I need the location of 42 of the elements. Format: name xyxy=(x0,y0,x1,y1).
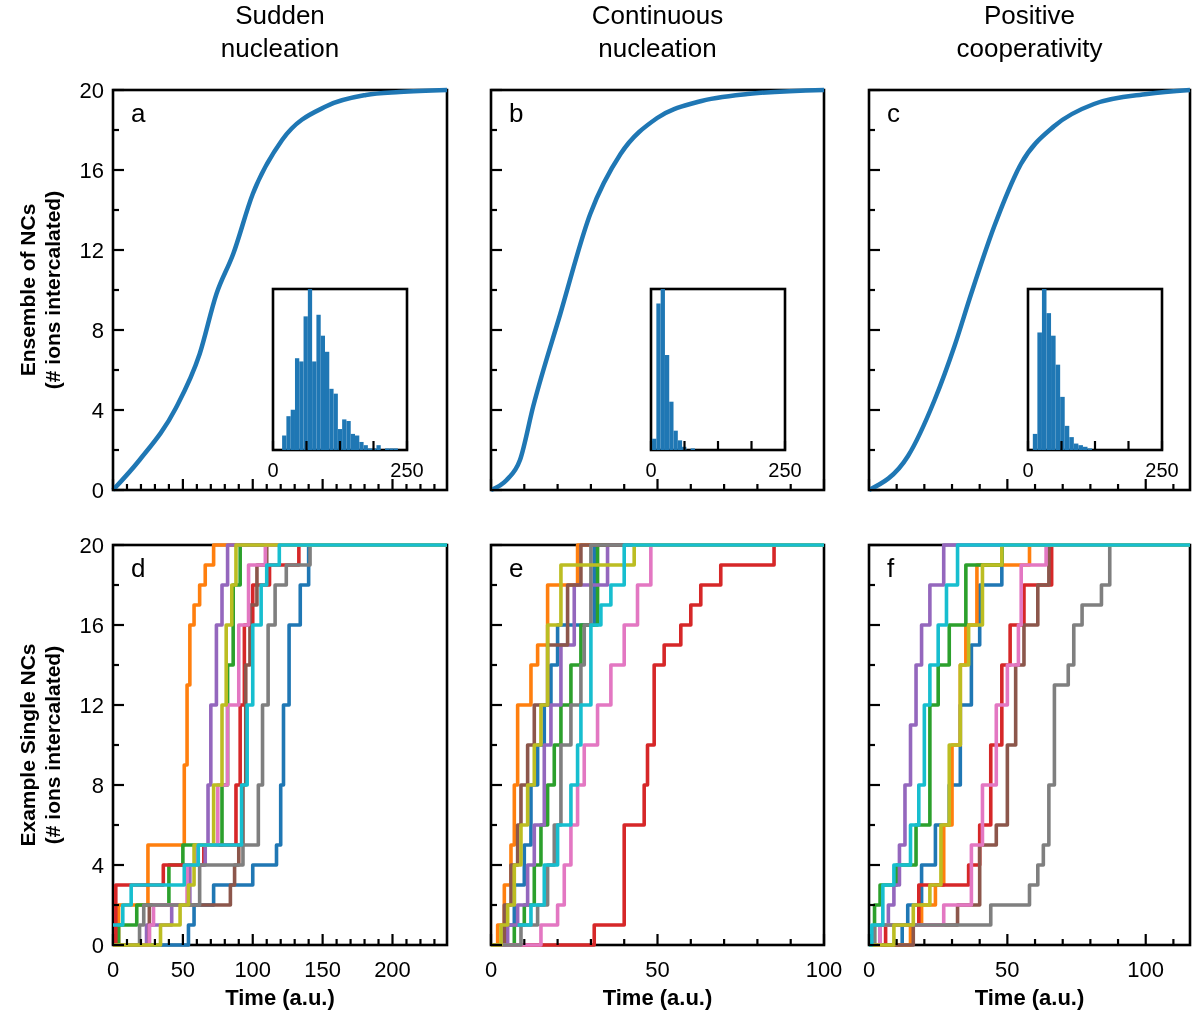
y-axis-title: Ensemble of NCs (# ions intercalated) xyxy=(16,190,64,390)
x-tick-label: 250 xyxy=(768,459,802,481)
chart-title: Positive cooperativity xyxy=(956,0,1103,63)
x-tick-label: 200 xyxy=(374,956,411,982)
x-tick-label: 0 xyxy=(1022,459,1034,481)
y-tick-label: 0 xyxy=(91,477,104,503)
y-tick-label: 20 xyxy=(79,532,104,558)
chart-title: Continuous nucleation xyxy=(591,0,724,63)
x-tick-label: 50 xyxy=(995,956,1020,982)
y-tick-label: 0 xyxy=(91,932,104,958)
y-tick-label: 4 xyxy=(91,397,104,423)
x-axis-title: Time (a.u.) xyxy=(225,985,335,1010)
x-axis-title: Time (a.u.) xyxy=(974,985,1085,1010)
annotation: f xyxy=(887,553,895,583)
y-tick-label: 12 xyxy=(79,237,104,263)
x-tick-label: 100 xyxy=(805,956,843,982)
x-tick-label: 250 xyxy=(390,459,424,481)
x-tick-label: 100 xyxy=(1127,956,1165,982)
x-tick-label: 150 xyxy=(304,956,341,982)
x-axis-title: Time (a.u.) xyxy=(602,985,713,1010)
x-tick-label: 0 xyxy=(645,459,657,481)
chart-title: Sudden nucleation xyxy=(220,0,340,63)
x-tick-label: 0 xyxy=(484,956,498,982)
x-tick-label: 0 xyxy=(267,459,279,481)
annotation: b xyxy=(509,98,524,128)
annotation: a xyxy=(131,98,146,128)
annotation: d xyxy=(131,553,146,583)
y-tick-label: 16 xyxy=(79,612,104,638)
y-tick-label: 8 xyxy=(91,317,104,343)
x-tick-label: 50 xyxy=(645,956,670,982)
y-tick-label: 12 xyxy=(79,692,104,718)
y-tick-label: 8 xyxy=(91,772,104,798)
x-tick-label: 250 xyxy=(1145,459,1179,481)
y-tick-label: 20 xyxy=(79,77,104,103)
annotation: c xyxy=(887,98,900,128)
x-tick-label: 0 xyxy=(862,956,876,982)
y-axis-title: Example Single NCs (# ions intercalated) xyxy=(16,643,64,847)
annotation: e xyxy=(509,553,524,583)
x-tick-label: 50 xyxy=(170,956,196,982)
y-tick-label: 16 xyxy=(79,157,104,183)
x-tick-label: 100 xyxy=(234,956,272,982)
y-tick-label: 4 xyxy=(91,852,104,878)
